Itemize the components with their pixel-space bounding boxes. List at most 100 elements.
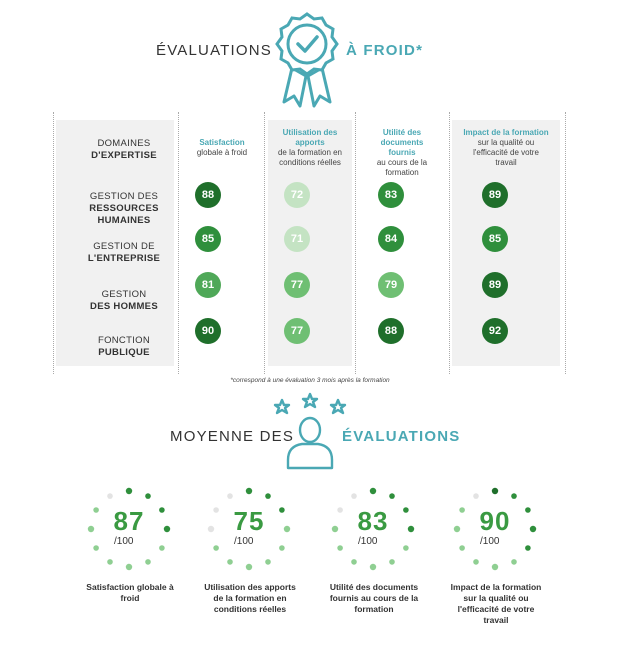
ring-dot [389, 559, 395, 565]
ring-dot [125, 563, 133, 571]
score-bubble: 84 [378, 226, 404, 252]
dot-ring-graphic [87, 487, 171, 571]
corner-line2: D'EXPERTISE [91, 150, 157, 161]
ring-dot [511, 559, 517, 565]
score-bubble: 85 [195, 226, 221, 252]
ring-dot [159, 507, 165, 513]
ring-dot [87, 525, 95, 533]
dotted-separator [53, 112, 54, 374]
row-label: GESTION DE L'ENTREPRISE [87, 241, 161, 264]
ring-dot [337, 507, 343, 513]
average-value: 83 [357, 506, 389, 536]
ring-dot [525, 507, 531, 513]
ring-dot [145, 559, 151, 565]
average-label: Satisfaction globale à froid [86, 582, 174, 603]
ring-dot [331, 525, 339, 533]
row-header-background [56, 120, 174, 366]
average-denominator: /100 [358, 536, 378, 547]
average-denominator: /100 [114, 536, 134, 547]
ring-dot [525, 545, 531, 551]
column-header: Utilité des documents fournis au cours d… [376, 128, 428, 177]
ring-dot [369, 563, 377, 571]
award-ribbon-check-icon [275, 12, 339, 108]
dot-ring-graphic [453, 487, 537, 571]
ring-dot [407, 525, 415, 533]
average-value: 75 [233, 506, 265, 536]
average-ring: 87 /100 [84, 484, 174, 574]
ring-dot [159, 545, 165, 551]
score-bubble: 88 [378, 318, 404, 344]
ring-dot [125, 487, 133, 495]
dotted-separator [264, 112, 265, 374]
header-title-right: À FROID* [346, 42, 424, 59]
row-label: GESTION DES RESSOURCES HUMAINES [89, 191, 159, 226]
ring-dot [459, 545, 465, 551]
ring-dot [473, 559, 479, 565]
column-background [268, 120, 352, 366]
column-header: Impact de la formation sur la qualité ou… [463, 128, 549, 167]
average-denominator: /100 [234, 536, 254, 547]
score-bubble: 85 [482, 226, 508, 252]
score-bubble: 79 [378, 272, 404, 298]
ring-dot [337, 545, 343, 551]
ring-dot [163, 525, 171, 533]
ring-dot [491, 563, 499, 571]
ring-dot [227, 493, 233, 499]
average-value: 90 [479, 506, 511, 536]
ring-dot [245, 563, 253, 571]
dotted-separator [355, 112, 356, 374]
average-ring: 75 /100 [204, 484, 294, 574]
score-bubble: 89 [482, 182, 508, 208]
corner-line1: DOMAINES [97, 138, 151, 149]
ring-dot [529, 525, 537, 533]
ring-dot [145, 493, 151, 499]
ring-dot [351, 559, 357, 565]
score-bubble: 81 [195, 272, 221, 298]
ring-dot [491, 487, 499, 495]
ring-dot [403, 545, 409, 551]
dotted-separator [178, 112, 179, 374]
ring-dot [511, 493, 517, 499]
ring-dot [453, 525, 461, 533]
table-corner-label: DOMAINES D'EXPERTISE [70, 138, 178, 162]
dotted-separator [565, 112, 566, 374]
ring-dot [265, 493, 271, 499]
dot-ring-graphic [331, 487, 415, 571]
ring-dot [93, 507, 99, 513]
person-with-stars-icon [273, 392, 347, 470]
average-label: Impact de la formation sur la qualité ou… [450, 582, 542, 625]
header-title-left: ÉVALUATIONS [156, 42, 273, 59]
ring-dot [283, 525, 291, 533]
score-bubble: 90 [195, 318, 221, 344]
averages-title-left: MOYENNE DES [170, 428, 295, 445]
ring-dot [473, 493, 479, 499]
dotted-separator [449, 112, 450, 374]
ring-dot [107, 493, 113, 499]
average-label: Utilité des documents fournis au cours d… [329, 582, 419, 614]
ring-dot [389, 493, 395, 499]
score-bubble: 77 [284, 318, 310, 344]
score-bubble: 77 [284, 272, 310, 298]
footnote: *correspond à une évaluation 3 mois aprè… [230, 377, 390, 384]
ring-dot [245, 487, 253, 495]
ring-dot [213, 507, 219, 513]
average-ring: 83 /100 [328, 484, 418, 574]
ring-dot [459, 507, 465, 513]
averages-title-right: ÉVALUATIONS [342, 428, 461, 445]
score-bubble: 88 [195, 182, 221, 208]
score-bubble: 89 [482, 272, 508, 298]
average-ring: 90 /100 [450, 484, 540, 574]
score-bubble: 92 [482, 318, 508, 344]
ring-dot [93, 545, 99, 551]
ring-dot [213, 545, 219, 551]
ring-dot [369, 487, 377, 495]
column-header: Satisfaction globale à froid [196, 138, 248, 157]
column-header: Utilisation des apports de la formation … [277, 128, 343, 167]
ring-dot [107, 559, 113, 565]
average-denominator: /100 [480, 536, 500, 547]
ring-dot [403, 507, 409, 513]
ring-dot [207, 525, 215, 533]
dot-ring-graphic [207, 487, 291, 571]
score-bubble: 72 [284, 182, 310, 208]
ring-dot [279, 545, 285, 551]
